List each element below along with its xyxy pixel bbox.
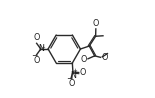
Text: O: O bbox=[81, 55, 87, 64]
Text: O: O bbox=[34, 56, 40, 65]
Text: −: − bbox=[31, 51, 38, 60]
Text: +: + bbox=[40, 44, 45, 50]
Text: N: N bbox=[70, 71, 76, 80]
Text: O: O bbox=[80, 68, 86, 77]
Text: O: O bbox=[68, 79, 75, 88]
Text: −: − bbox=[66, 74, 72, 83]
Text: N: N bbox=[38, 44, 44, 53]
Text: O: O bbox=[101, 53, 108, 62]
Text: +: + bbox=[72, 68, 77, 73]
Text: O: O bbox=[33, 33, 40, 42]
Text: O: O bbox=[93, 19, 99, 28]
